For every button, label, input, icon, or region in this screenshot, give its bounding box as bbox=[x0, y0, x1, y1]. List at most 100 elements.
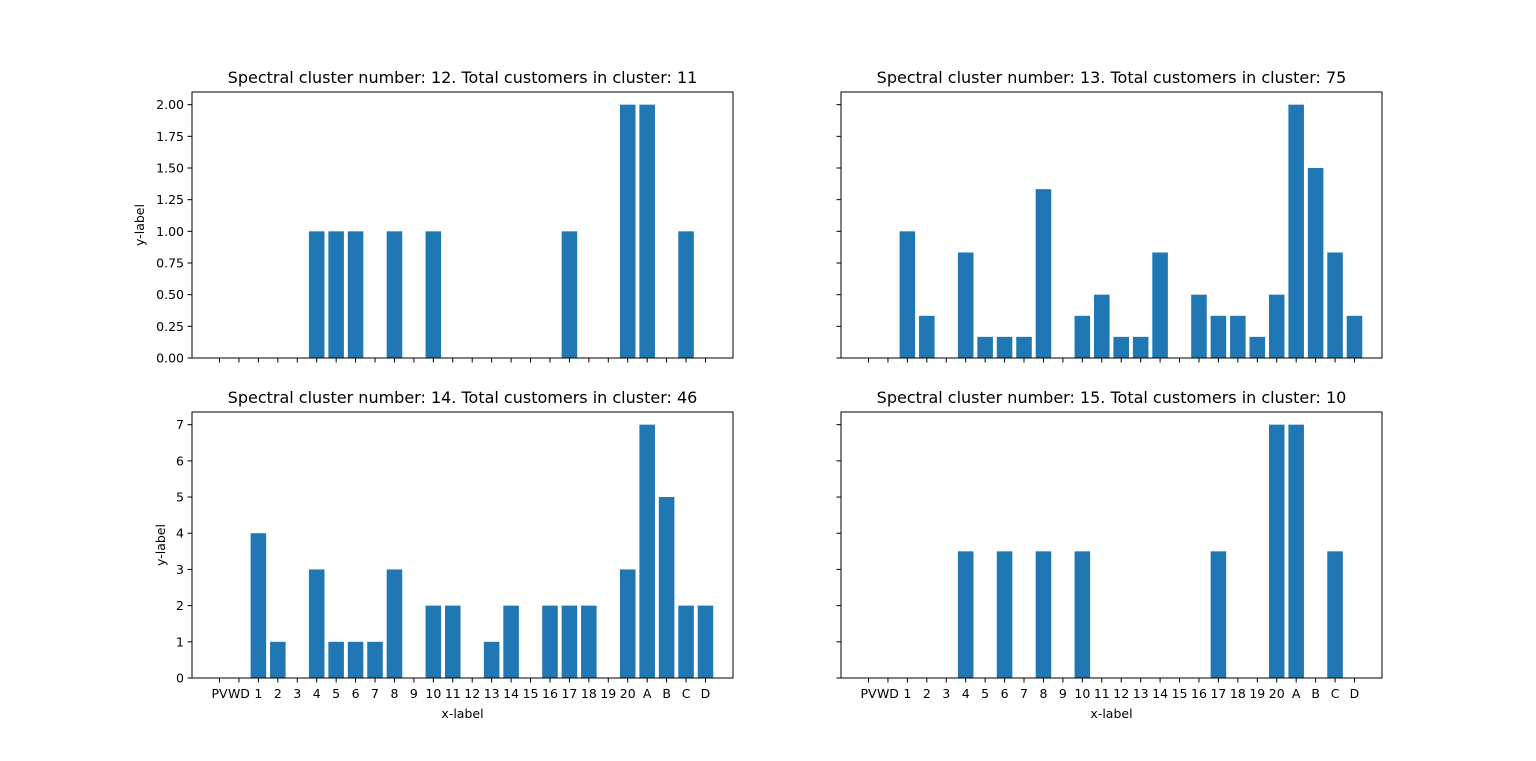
x-tick-label: A bbox=[1292, 686, 1301, 701]
bar-C bbox=[1327, 551, 1343, 678]
bar-14 bbox=[1152, 252, 1168, 358]
x-tick-label: 3 bbox=[293, 686, 301, 701]
bar-20 bbox=[619, 569, 636, 678]
bar-8 bbox=[1035, 551, 1052, 678]
x-tick-label: 4 bbox=[962, 686, 970, 701]
bar-17 bbox=[1210, 551, 1227, 678]
bar-7 bbox=[367, 641, 383, 678]
x-tick-label: PV bbox=[211, 686, 228, 701]
y-tick-label: 2 bbox=[176, 598, 184, 613]
bar-A bbox=[1288, 104, 1304, 358]
x-tick-label: 7 bbox=[1020, 686, 1028, 701]
bar-11 bbox=[1094, 294, 1110, 358]
bar-C bbox=[678, 605, 694, 678]
bar-8 bbox=[386, 569, 403, 678]
x-tick-label: 17 bbox=[1210, 686, 1226, 701]
subplot-4: PV WD 1 2 3 4 5 6 7 8 9 10 11 12 13 14 15 16 17 18 19 20 A B C DS… bbox=[836, 388, 1383, 721]
bar-20 bbox=[619, 104, 636, 358]
y-tick-label: 3 bbox=[176, 562, 184, 577]
axes-frame bbox=[840, 91, 1383, 359]
y-tick-label: 2.00 bbox=[156, 97, 184, 112]
x-tick-label: 12 bbox=[464, 686, 480, 701]
x-tick-label: 10 bbox=[425, 686, 441, 701]
x-tick-label: B bbox=[1311, 686, 1320, 701]
x-tick-label: 15 bbox=[523, 686, 539, 701]
bar-5 bbox=[977, 336, 993, 358]
x-tick-label: 5 bbox=[332, 686, 340, 701]
x-tick-label: 11 bbox=[445, 686, 461, 701]
x-tick-label: 3 bbox=[942, 686, 950, 701]
x-tick-label: D bbox=[701, 686, 711, 701]
y-tick-label: 1.00 bbox=[156, 224, 184, 239]
x-tick-label: 9 bbox=[410, 686, 418, 701]
bar-6 bbox=[996, 551, 1013, 678]
x-tick-label: 2 bbox=[274, 686, 282, 701]
bar-19 bbox=[1249, 336, 1266, 358]
x-tick-label: B bbox=[662, 686, 671, 701]
x-axis-label: x-label bbox=[441, 706, 483, 721]
x-tick-label: 20 bbox=[620, 686, 636, 701]
bar-17 bbox=[1210, 315, 1227, 358]
bar-18 bbox=[1230, 315, 1246, 358]
bar-14 bbox=[503, 605, 519, 678]
subplot-title: Spectral cluster number: 14. Total custo… bbox=[228, 388, 698, 407]
y-tick-label: 1 bbox=[176, 634, 184, 649]
x-tick-label: C bbox=[1331, 686, 1340, 701]
bar-17 bbox=[561, 231, 578, 358]
bar-8 bbox=[386, 231, 403, 358]
bar-7 bbox=[1016, 336, 1032, 358]
bar-C bbox=[1327, 252, 1343, 358]
x-tick-label: 15 bbox=[1172, 686, 1188, 701]
subplot-title: Spectral cluster number: 13. Total custo… bbox=[877, 68, 1347, 87]
x-tick-label: 6 bbox=[1001, 686, 1009, 701]
y-tick-label: 4 bbox=[176, 526, 184, 541]
bar-B bbox=[1307, 168, 1324, 358]
bar-4 bbox=[308, 569, 325, 678]
bar-4 bbox=[957, 551, 974, 678]
bar-13 bbox=[483, 641, 500, 678]
bar-5 bbox=[328, 231, 344, 358]
x-tick-label: 14 bbox=[503, 686, 519, 701]
y-tick-label: 0 bbox=[176, 671, 184, 686]
y-tick-label: 1.75 bbox=[156, 129, 184, 144]
bar-A bbox=[1288, 424, 1304, 678]
bar-12 bbox=[1113, 336, 1129, 358]
x-tick-label: 16 bbox=[542, 686, 558, 701]
bar-10 bbox=[425, 231, 442, 358]
y-tick-label: 1.50 bbox=[156, 161, 184, 176]
bar-10 bbox=[1074, 315, 1091, 358]
bar-6 bbox=[347, 231, 364, 358]
x-tick-label: 17 bbox=[561, 686, 577, 701]
subplot-1: 0.00 0.25 0.50 0.75 1.00 1.25 1.50 1.75 2.00 Spec… bbox=[132, 68, 734, 366]
subplot-title: Spectral cluster number: 12. Total custo… bbox=[228, 68, 698, 87]
x-tick-label: 13 bbox=[1133, 686, 1149, 701]
x-tick-label: 4 bbox=[313, 686, 321, 701]
subplot-title: Spectral cluster number: 15. Total custo… bbox=[877, 388, 1347, 407]
bar-17 bbox=[561, 605, 578, 678]
x-tick-label: 1 bbox=[254, 686, 262, 701]
y-tick-label: 7 bbox=[176, 417, 184, 432]
x-tick-label: 6 bbox=[352, 686, 360, 701]
x-tick-label: 9 bbox=[1059, 686, 1067, 701]
x-tick-label: 2 bbox=[923, 686, 931, 701]
x-tick-label: 1 bbox=[903, 686, 911, 701]
bar-D bbox=[697, 605, 714, 678]
x-tick-label: 5 bbox=[981, 686, 989, 701]
bar-1 bbox=[250, 533, 267, 678]
bar-10 bbox=[425, 605, 442, 678]
bar-B bbox=[658, 497, 675, 678]
bar-A bbox=[639, 104, 655, 358]
bar-6 bbox=[996, 336, 1013, 358]
x-tick-label: 8 bbox=[390, 686, 398, 701]
x-tick-label: C bbox=[682, 686, 691, 701]
x-tick-label: 10 bbox=[1074, 686, 1090, 701]
bar-11 bbox=[445, 605, 461, 678]
x-tick-label: 12 bbox=[1113, 686, 1129, 701]
y-axis-label: y-label bbox=[132, 204, 147, 246]
y-tick-label: 0.75 bbox=[156, 256, 184, 271]
y-axis-label: y-label bbox=[153, 524, 168, 566]
axes-frame bbox=[191, 411, 734, 679]
y-tick-label: 1.25 bbox=[156, 192, 184, 207]
y-tick-label: 5 bbox=[176, 490, 184, 505]
x-tick-label: 18 bbox=[581, 686, 597, 701]
